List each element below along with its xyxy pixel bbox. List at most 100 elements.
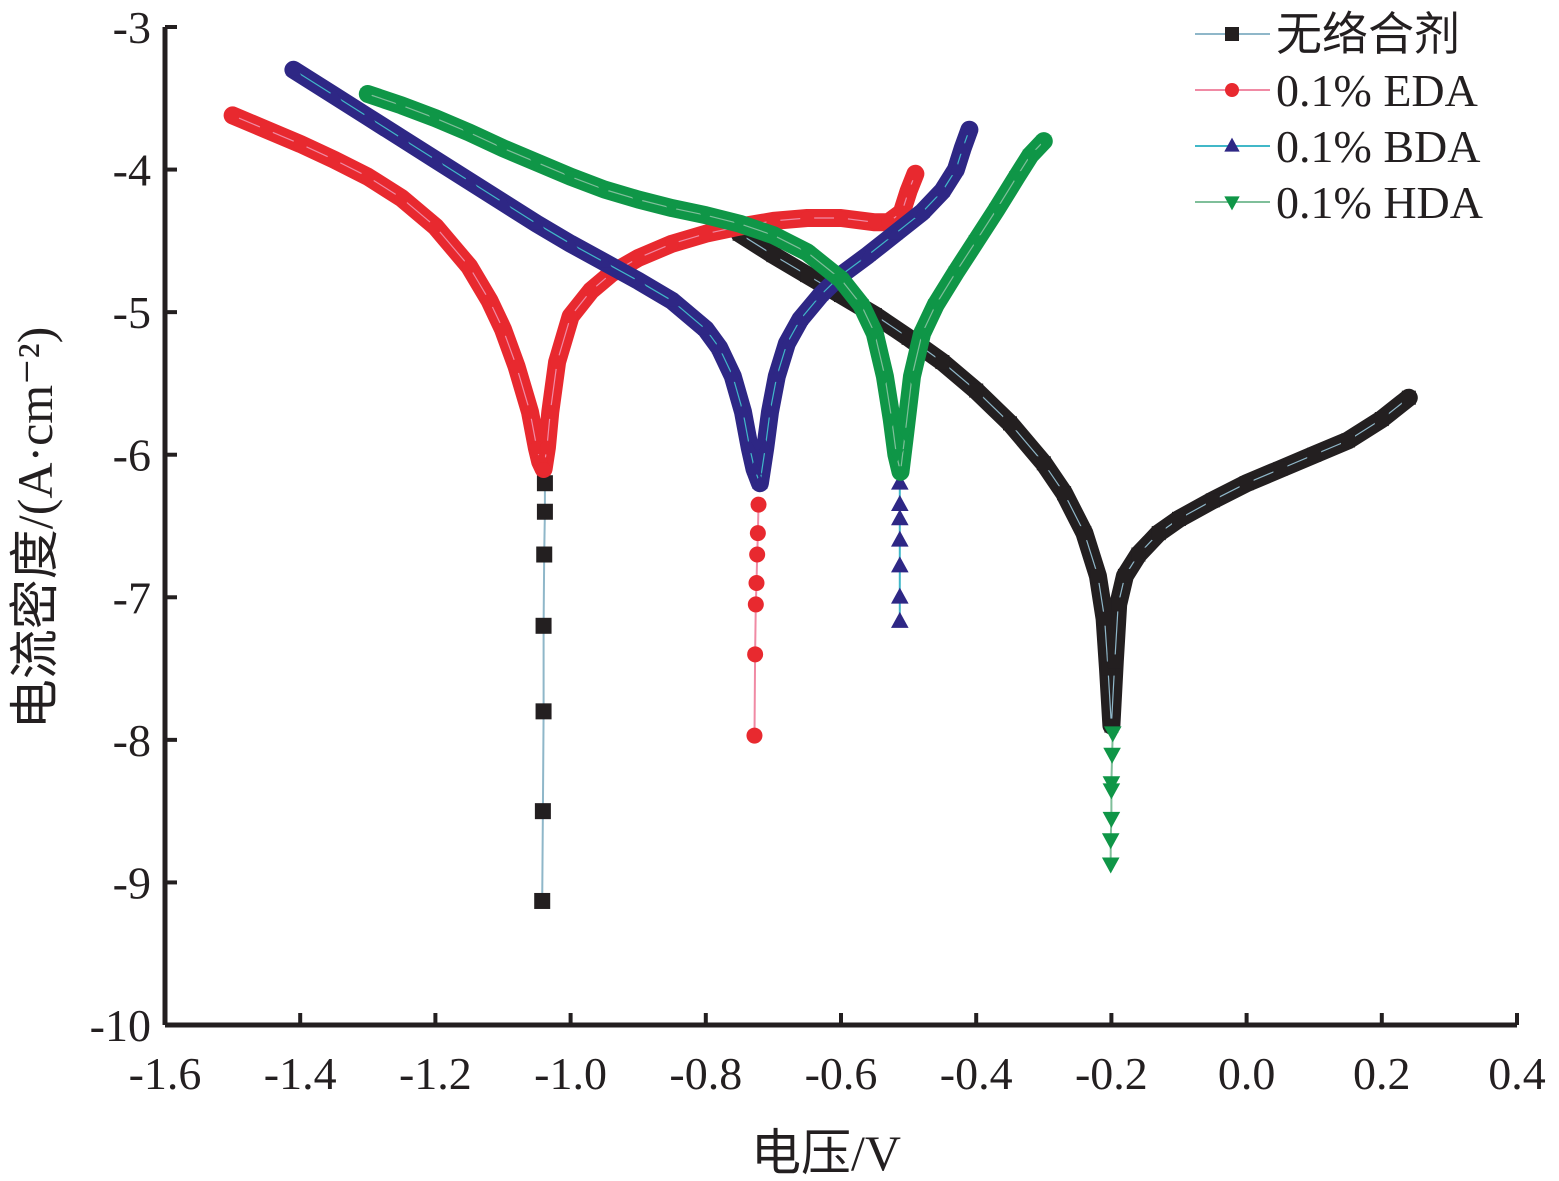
y-tick-label: -5 bbox=[113, 287, 151, 338]
data-point bbox=[934, 182, 951, 197]
data-point bbox=[779, 335, 795, 350]
data-point bbox=[1117, 568, 1132, 583]
y-tick-label: -4 bbox=[113, 145, 151, 196]
data-point bbox=[853, 299, 869, 314]
data-point bbox=[225, 108, 240, 123]
data-point bbox=[735, 403, 751, 418]
data-point bbox=[935, 355, 950, 370]
tail-point bbox=[749, 546, 766, 563]
data-point bbox=[495, 142, 511, 157]
data-point bbox=[1239, 476, 1254, 491]
data-point bbox=[927, 299, 944, 314]
data-point bbox=[327, 152, 341, 167]
y-tick-label: -3 bbox=[113, 2, 151, 53]
data-point bbox=[1009, 171, 1025, 186]
data-point bbox=[752, 474, 768, 489]
data-point bbox=[762, 403, 778, 418]
data-point bbox=[961, 121, 978, 136]
tail-point bbox=[748, 575, 765, 592]
x-tick-label: 0.2 bbox=[1353, 1048, 1411, 1099]
legend-item: 0.1% BDA bbox=[1195, 121, 1480, 172]
data-point bbox=[792, 310, 809, 325]
data-point bbox=[563, 309, 578, 324]
data-point bbox=[360, 88, 376, 103]
y-tick-label: -9 bbox=[113, 857, 151, 908]
data-point bbox=[630, 272, 646, 287]
data-point bbox=[427, 112, 444, 127]
legend-marker bbox=[1224, 196, 1240, 211]
data-point bbox=[908, 166, 923, 181]
legend-item: 无络合剂 bbox=[1195, 9, 1460, 60]
data-point bbox=[461, 126, 477, 141]
data-point bbox=[543, 404, 558, 419]
data-point bbox=[1003, 416, 1017, 431]
data-point bbox=[897, 427, 913, 442]
series-1 bbox=[534, 224, 1418, 909]
data-point bbox=[285, 61, 302, 76]
data-point bbox=[914, 203, 930, 218]
series-4 bbox=[358, 85, 1122, 874]
data-point bbox=[698, 209, 714, 224]
data-point bbox=[496, 322, 510, 337]
data-point bbox=[746, 460, 763, 475]
data-point bbox=[887, 225, 903, 240]
data-point bbox=[596, 183, 613, 198]
series-line bbox=[739, 233, 1410, 727]
data-point bbox=[427, 151, 444, 166]
tail-point bbox=[747, 596, 764, 613]
data-point bbox=[892, 466, 909, 481]
y-tick-label: -10 bbox=[90, 1000, 151, 1051]
series-3 bbox=[284, 60, 979, 628]
x-tick-label: -1.0 bbox=[534, 1048, 607, 1099]
data-point bbox=[482, 293, 497, 308]
data-point bbox=[360, 108, 376, 123]
data-point bbox=[1401, 390, 1416, 405]
data-point bbox=[731, 218, 748, 233]
data-point bbox=[1057, 486, 1072, 501]
data-point bbox=[293, 136, 308, 151]
tail-point bbox=[536, 475, 553, 492]
data-point bbox=[877, 370, 893, 385]
data-point bbox=[596, 253, 613, 268]
data-point bbox=[523, 404, 538, 419]
y-tick-label: -7 bbox=[113, 572, 151, 623]
tail-point bbox=[891, 495, 909, 512]
data-point bbox=[562, 171, 579, 186]
data-point bbox=[1307, 447, 1322, 462]
tail-point bbox=[891, 530, 909, 547]
data-point bbox=[665, 236, 679, 251]
data-point bbox=[1374, 412, 1389, 427]
x-tick-label: -0.2 bbox=[1075, 1048, 1148, 1099]
legend-marker bbox=[1225, 83, 1239, 97]
x-tick-label: 0.0 bbox=[1218, 1048, 1276, 1099]
tail-point bbox=[891, 556, 909, 573]
data-point bbox=[1131, 547, 1146, 562]
data-point bbox=[394, 191, 409, 206]
data-point bbox=[536, 461, 551, 476]
tail-point bbox=[536, 503, 553, 520]
data-point bbox=[550, 355, 565, 370]
data-point bbox=[461, 172, 477, 187]
data-point bbox=[1151, 526, 1166, 541]
axes: -1.6 -1.4 -1.2 -1.0 -0.8 -0.6 -0.4 -0.2 0.0 0.2 0.… bbox=[90, 2, 1546, 1099]
data-point bbox=[968, 235, 984, 250]
series-tail-line bbox=[541, 483, 546, 902]
data-point bbox=[360, 169, 375, 184]
data-point bbox=[888, 449, 905, 464]
legend-item: 0.1% EDA bbox=[1195, 65, 1478, 116]
data-point bbox=[969, 383, 984, 398]
data-point bbox=[1077, 526, 1092, 541]
tail-point bbox=[534, 803, 551, 820]
data-point bbox=[948, 161, 964, 176]
tail-point bbox=[536, 546, 553, 563]
legend-item: 0.1% HDA bbox=[1195, 177, 1483, 228]
tail-point bbox=[1101, 857, 1120, 874]
data-point bbox=[428, 219, 443, 234]
data-point bbox=[495, 193, 511, 208]
data-point bbox=[1341, 433, 1355, 448]
data-point bbox=[813, 286, 829, 301]
data-point bbox=[393, 129, 410, 144]
data-point bbox=[1172, 511, 1186, 526]
tail-point bbox=[891, 473, 909, 490]
tail-point bbox=[535, 617, 552, 634]
